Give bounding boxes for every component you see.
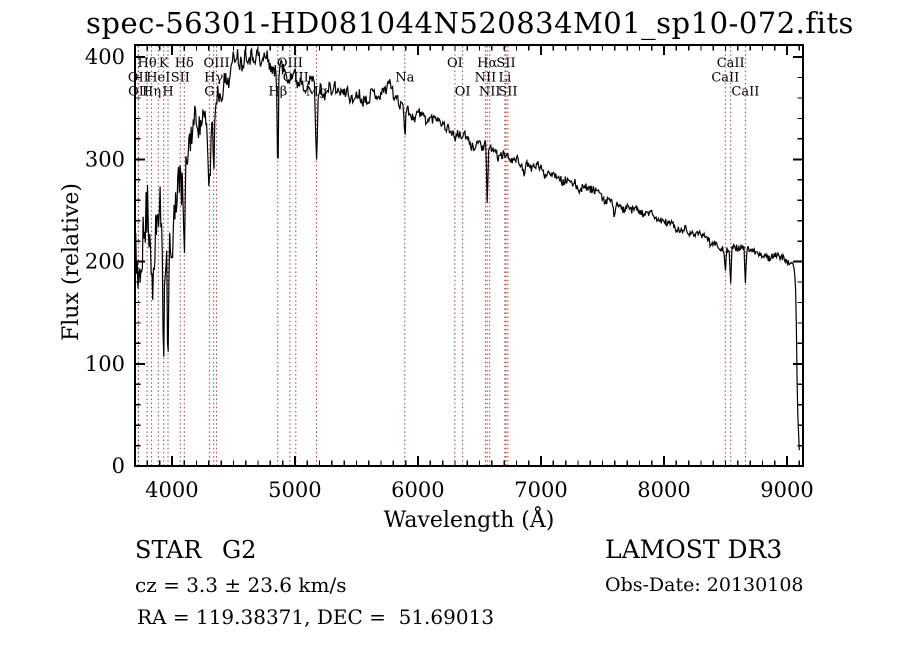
x-tick-label: 9000 bbox=[760, 478, 813, 502]
spectral-line-label: SII bbox=[498, 85, 517, 100]
cz-value-label: cz = 3.3 ± 23.6 km/s bbox=[135, 573, 346, 597]
survey-release-label: LAMOST DR3 bbox=[605, 535, 782, 564]
spectral-line-label: CaII bbox=[731, 85, 759, 100]
spectral-line-label: Hβ bbox=[268, 85, 287, 100]
spectral-line-label: SII bbox=[496, 56, 515, 71]
spectral-line-label: OIII bbox=[204, 56, 230, 71]
spectral-line-label: Hα bbox=[477, 56, 497, 71]
spectral-line-label: G bbox=[204, 85, 214, 100]
spectral-line-label: Li bbox=[499, 71, 512, 86]
spectrum-path bbox=[134, 47, 800, 451]
obs-date-label: Obs-Date: 20130108 bbox=[605, 574, 804, 596]
x-tick-label: 7000 bbox=[514, 478, 567, 502]
y-tick-label: 400 bbox=[85, 45, 125, 69]
spectral-line-label: CaII bbox=[711, 71, 739, 86]
spectral-line-label: HeI bbox=[146, 71, 170, 86]
x-tick-label: 8000 bbox=[637, 478, 690, 502]
x-axis-title: Wavelength (Å) bbox=[384, 505, 555, 533]
spectral-line-label: Na bbox=[395, 71, 414, 86]
tick-labels-group: 4000 5000 6000 7000 8000 9000 0 100 200 300 400 bbox=[85, 45, 814, 502]
spectral-line-label: NII bbox=[475, 71, 497, 86]
x-tick-label: 5000 bbox=[268, 478, 321, 502]
plot-frame bbox=[134, 44, 804, 467]
spectral-line-label: CaII bbox=[717, 56, 745, 71]
spectral-line-label: OI bbox=[447, 56, 463, 71]
spectral-line-label: OII bbox=[128, 85, 149, 100]
plot-title: spec-56301-HD081044N520834M01_sp10-072.f… bbox=[86, 6, 854, 41]
spectral-line-label: Hγ bbox=[204, 71, 223, 86]
spectral-line-label: SII bbox=[171, 71, 190, 86]
spectral-line-label: K bbox=[159, 56, 169, 71]
object-class-label: STAR bbox=[135, 536, 202, 564]
spectral-line-label: Hδ bbox=[175, 56, 194, 71]
spectral-line-label: OI bbox=[455, 85, 471, 100]
spectral-line-label: H bbox=[162, 85, 173, 100]
object-subclass-label: G2 bbox=[222, 536, 256, 564]
spectral-line-label: NII bbox=[479, 85, 501, 100]
x-tick-label: 4000 bbox=[145, 478, 198, 502]
y-tick-label: 0 bbox=[112, 454, 125, 478]
spectral-line-label: Hθ bbox=[138, 56, 157, 71]
y-tick-label: 200 bbox=[85, 250, 125, 274]
y-tick-label: 300 bbox=[85, 147, 125, 171]
spectral-line-markers bbox=[137, 46, 746, 465]
ra-dec-label: RA = 119.38371, DEC = 51.69013 bbox=[137, 605, 494, 629]
y-axis-title: Flux (relative) bbox=[59, 183, 84, 341]
axes-group bbox=[134, 44, 804, 467]
x-tick-label: 6000 bbox=[391, 478, 444, 502]
y-tick-label: 100 bbox=[85, 352, 125, 376]
spectral-line-label: Hη bbox=[142, 85, 161, 100]
spectrum-trace-group bbox=[134, 47, 800, 451]
